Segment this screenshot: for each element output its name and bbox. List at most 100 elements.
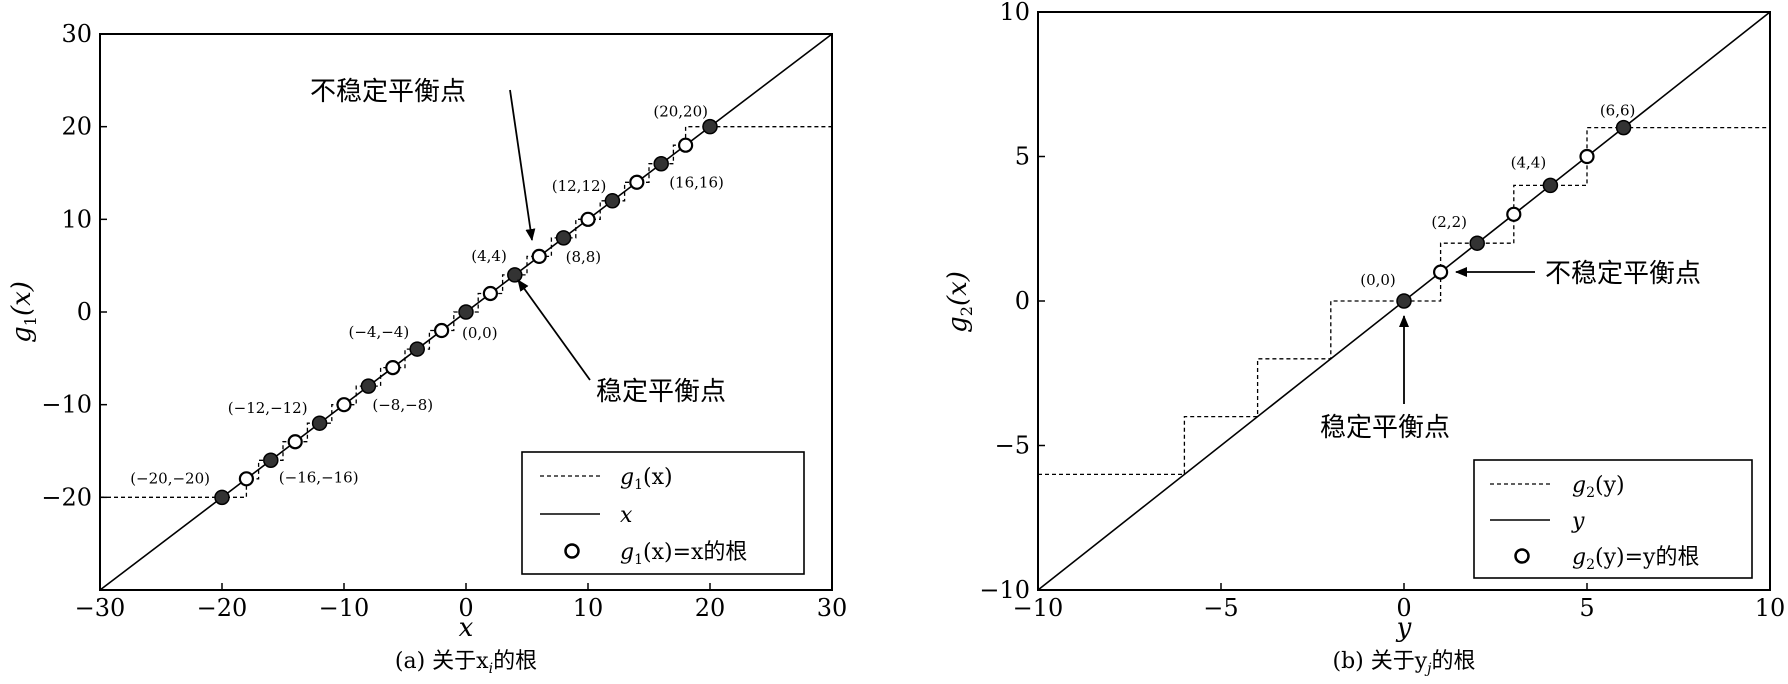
b-stable-root-point	[1469, 235, 1485, 251]
panel-b-unstable-callout: 不稳定平衡点	[1545, 259, 1701, 289]
panel-b-stable-callout: 稳定平衡点	[1320, 413, 1450, 443]
b-point-label: (6,6)	[1600, 102, 1636, 120]
b-y-tick-label: 0	[1015, 287, 1030, 315]
panel-b-caption: (b) 关于yj的根	[1332, 649, 1475, 677]
b-y-tick-label: 10	[999, 0, 1030, 26]
panel-a-y-label-main: g	[7, 326, 37, 343]
a-stable-root-point	[458, 304, 474, 320]
a-point-label: (−20,−20)	[130, 469, 210, 487]
panel-b-legend-entry-3-tail: (y)=y的根	[1595, 545, 1699, 570]
b-x-tick-label: −5	[1203, 594, 1238, 622]
a-point-label: (−8,−8)	[372, 396, 433, 414]
panel-b-roots	[1396, 119, 1632, 309]
b-point-label: (0,0)	[1360, 271, 1396, 289]
panel-a-unstable-arrow	[509, 89, 536, 241]
b-unstable-root-point	[1506, 206, 1522, 222]
panel-a-caption-main: (a) 关于x	[395, 649, 489, 674]
panel-a-caption-tail: 的根	[493, 649, 537, 674]
a-unstable-root-point	[580, 211, 596, 227]
a-point-label: (12,12)	[552, 177, 607, 195]
panel-b-legend-entry-3-sub: 2	[1586, 557, 1595, 573]
a-y-tick-label: 30	[61, 20, 92, 48]
panel-a-legend-entry-3-main: g	[620, 540, 634, 565]
panel-b-x-axis-label: y	[1396, 613, 1412, 643]
a-stable-root-point	[507, 267, 523, 283]
panel-b-y-ticks: −10 −5 0 5 10	[979, 0, 1045, 604]
a-x-tick-label: 20	[695, 594, 726, 622]
panel-a-caption: (a) 关于xi的根	[395, 649, 537, 677]
a-stable-root-point	[409, 341, 425, 357]
panel-b-y-label-sub: 2	[957, 306, 976, 316]
panel-b-legend-entry-1: g2(y)	[1572, 473, 1625, 501]
b-point-label: (2,2)	[1431, 213, 1467, 231]
a-x-tick-label: 0	[458, 594, 473, 622]
panel-a-legend-entry-1-main: g	[620, 465, 634, 490]
panel-a-legend-entry-3-sub: 1	[634, 552, 643, 568]
a-point-label: (16,16)	[669, 174, 724, 192]
a-x-tick-label: −30	[75, 594, 126, 622]
panel-a-legend-entry-1-sub: 1	[634, 477, 643, 493]
a-point-label: (−12,−12)	[228, 399, 308, 417]
panel-a-legend-entry-3-tail: (x)=x的根	[643, 540, 747, 565]
panel-a-legend-entry-1: g1(x)	[620, 465, 673, 493]
a-unstable-root-point	[287, 434, 303, 450]
panel-a-stable-callout: 稳定平衡点	[596, 377, 726, 407]
b-x-tick-label: 0	[1396, 594, 1411, 622]
panel-b-x-ticks: −10 −5 0 5 10	[1013, 583, 1786, 622]
panel-b-legend-entry-1-main: g	[1572, 473, 1586, 498]
panel-a-caption-sub: i	[489, 661, 493, 677]
b-y-tick-label: −10	[979, 576, 1030, 604]
panel-a-stable-arrow	[517, 279, 591, 381]
panel-b-legend-root-marker	[1514, 548, 1530, 564]
panel-b-legend-entry-2: y	[1571, 509, 1585, 534]
a-point-label: (−4,−4)	[348, 323, 409, 341]
panel-b-caption-main: (b) 关于y	[1332, 649, 1427, 674]
panel-b-legend-entry-1-tail: (y)	[1595, 473, 1625, 498]
panel-a-y-axis-label: g1(x)	[7, 281, 40, 343]
a-stable-root-point	[263, 452, 279, 469]
a-unstable-root-point	[336, 397, 352, 413]
panel-b-chart: −10 −5 0 5 10 −10 −5 0 5 10 (6,6) (4,4) (2,2) (0,0)…	[943, 0, 1785, 677]
panel-b-legend-entry-3: g2(y)=y的根	[1572, 545, 1699, 573]
a-stable-root-point	[702, 118, 718, 135]
b-unstable-root-point	[1579, 148, 1595, 165]
panel-b-legend-entry-3-main: g	[1572, 545, 1586, 570]
a-stable-root-point	[653, 155, 669, 172]
b-stable-root-point	[1542, 177, 1559, 194]
a-y-tick-label: 20	[61, 113, 92, 141]
b-x-tick-label: 10	[1755, 594, 1786, 622]
panel-a-legend-entry-1-tail: (x)	[643, 465, 673, 490]
panel-a-y-label-tail: (x)	[7, 281, 37, 316]
panel-b-legend: g2(y) y g2(y)=y的根	[1473, 459, 1753, 579]
b-x-tick-label: 5	[1579, 594, 1594, 622]
panel-b-y-label-tail: (x)	[943, 271, 973, 306]
panel-b-caption-tail: 的根	[1432, 649, 1476, 674]
a-unstable-root-point	[434, 322, 450, 339]
panel-a-unstable-callout: 不稳定平衡点	[310, 77, 466, 107]
a-point-label: (8,8)	[566, 248, 602, 266]
panel-a-legend-root-marker	[564, 543, 580, 559]
panel-b-legend-entry-1-sub: 2	[1586, 485, 1595, 501]
a-y-tick-label: −20	[41, 483, 92, 511]
a-point-label: (0,0)	[462, 324, 498, 342]
panel-a-x-axis-label: x	[459, 613, 474, 643]
a-unstable-root-point	[385, 360, 401, 376]
panel-a-x-ticks: −30 −20 −10 0 10 20 30	[75, 583, 847, 622]
panel-a-point-labels: (20,20) (12,12) (16,16) (4,4) (8,8) (−4,−4) (0…	[130, 103, 724, 488]
a-y-tick-label: −10	[41, 391, 92, 419]
panel-a-chart: −30 −20 −10 0 10 20 30 −20 −10 0 10 20 30 (20,20) (1…	[7, 20, 847, 677]
a-stable-root-point	[555, 230, 572, 246]
panel-a-y-label-sub: 1	[21, 316, 40, 326]
a-x-tick-label: 10	[573, 594, 604, 622]
panel-a-g1-step-line	[100, 126, 832, 498]
a-y-tick-label: 10	[61, 205, 92, 233]
b-stable-root-point	[1615, 119, 1632, 136]
panel-b-caption-sub: j	[1424, 661, 1432, 677]
panel-b-y-label-main: g	[943, 316, 973, 333]
panel-b-y-axis-label: g2(x)	[943, 271, 976, 333]
panel-a-legend-entry-3: g1(x)=x的根	[620, 540, 747, 568]
b-point-label: (4,4)	[1511, 153, 1547, 171]
a-stable-root-point	[360, 378, 377, 394]
panel-b-g2-step-line	[1038, 126, 1770, 476]
